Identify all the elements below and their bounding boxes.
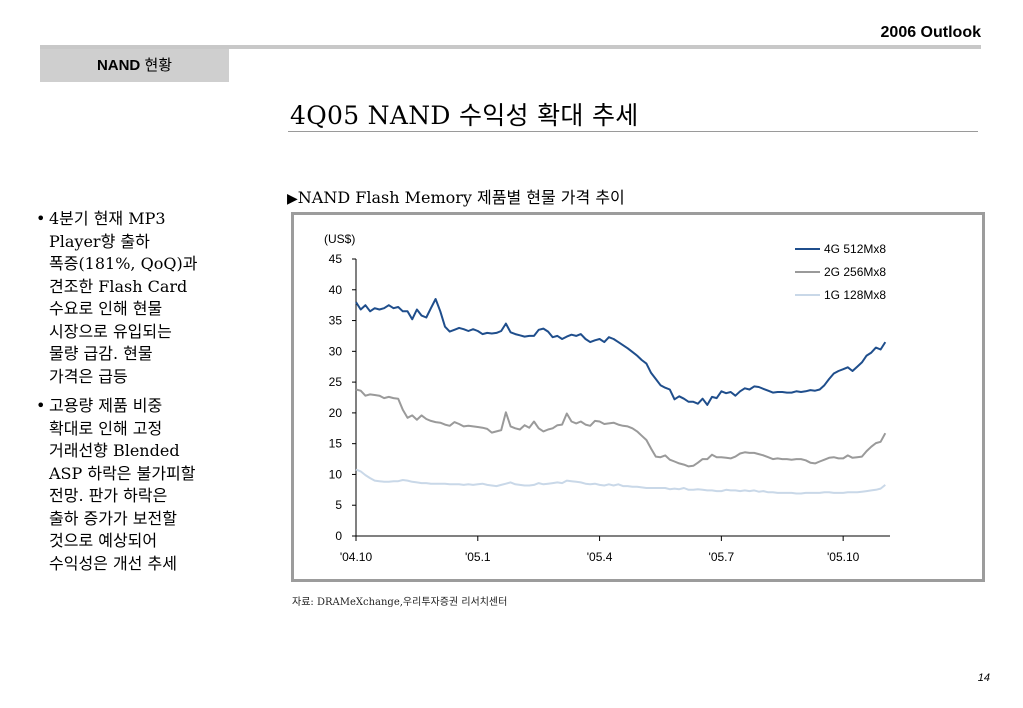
slide-title: 4Q05 NAND 수익성 확대 추세	[290, 101, 639, 130]
x-tick-label: '04.10	[340, 550, 373, 564]
bullet-text: 고용량 제품 비중 확대로 인해 고정 거래선향 Blended ASP 하락은…	[49, 395, 196, 575]
series-line	[355, 468, 886, 495]
bullet-line: ASP 하락은 불가피할	[49, 463, 196, 483]
bullet-line: 거래선향 Blended	[49, 441, 180, 460]
x-tick-label: '05.4	[587, 550, 613, 564]
legend-entry: 1G 128Mx8	[824, 288, 886, 302]
document-header-title: 2006 Outlook	[880, 24, 981, 41]
page-number: 14	[977, 672, 990, 684]
bullet-line: 전망. 판가 하락은	[49, 486, 168, 505]
y-tick-label: 20	[329, 406, 343, 420]
price-line-chart: (US$) 0 5 10 15 20 25 30 35 40 45 '04.10 '05.1 '05.4 '…	[324, 232, 890, 564]
y-tick-label: 25	[329, 375, 343, 389]
y-tick-label: 40	[329, 283, 343, 297]
bullet-line: 시장으로 유입되는	[49, 321, 172, 341]
series-line	[355, 298, 887, 406]
y-tick-label: 45	[329, 252, 343, 266]
bullet-line: 가격은 급등	[49, 366, 128, 386]
series-line	[355, 388, 887, 468]
bullet-line: 물량 급감. 현물	[49, 344, 153, 363]
bullet-line: 폭증(181%, QoQ)과	[49, 254, 198, 273]
legend-entry: 2G 256Mx8	[824, 265, 886, 279]
bullet-text: 4분기 현재 MP3 Player향 출하 폭증(181%, QoQ)과 견조한…	[49, 208, 197, 388]
bullet-item: • 4분기 현재 MP3 Player향 출하 폭증(181%, QoQ)과 견…	[36, 208, 246, 388]
bullet-line: 4분기 현재 MP3	[49, 209, 166, 228]
chart-heading-text: NAND Flash Memory 제품별 현물 가격 추이	[297, 188, 625, 207]
section-tab-rest: 현황	[140, 57, 173, 74]
bullet-line: 고용량 제품 비중	[49, 396, 163, 415]
section-tab-bold: NAND	[96, 57, 141, 74]
bullet-line: 수요로 인해 현물	[49, 299, 163, 318]
y-tick-label: 35	[329, 314, 343, 328]
source-note: 자료: DRAMeXchange,우리투자증권 리서치센터	[292, 597, 508, 608]
chart-heading: ▶NAND Flash Memory 제품별 현물 가격 추이	[287, 184, 625, 208]
y-tick-label: 10	[329, 467, 343, 481]
y-tick-label: 5	[335, 498, 342, 512]
bullet-line: 출하 증가가 보전할	[49, 508, 177, 528]
triangle-right-icon: ▶	[287, 191, 298, 207]
section-tab: NAND 현황	[40, 49, 229, 82]
bullet-item: • 고용량 제품 비중 확대로 인해 고정 거래선향 Blended ASP 하…	[36, 395, 246, 575]
header-rule	[40, 45, 981, 49]
bullet-dot: •	[36, 209, 46, 228]
bullet-line: 것으로 예상되어	[49, 531, 158, 550]
bullet-dot: •	[36, 396, 46, 415]
y-axis-unit-label: (US$)	[324, 232, 355, 246]
y-tick-label: 15	[329, 437, 343, 451]
y-tick-label: 0	[335, 529, 342, 543]
bullet-list: • 4분기 현재 MP3 Player향 출하 폭증(181%, QoQ)과 견…	[36, 208, 246, 582]
title-rule	[288, 131, 978, 132]
x-tick-label: '05.7	[709, 550, 735, 564]
bullet-line: 수익성은 개선 추세	[49, 553, 177, 573]
chart-frame: (US$) 0 5 10 15 20 25 30 35 40 45 '04.10 '05.1 '05.4 '…	[291, 212, 985, 582]
x-tick-label: '05.1	[465, 550, 491, 564]
bullet-line: 견조한 Flash Card	[49, 276, 188, 296]
y-tick-label: 30	[329, 344, 343, 358]
bullet-line: Player향 출하	[49, 231, 150, 251]
x-tick-label: '05.10	[827, 550, 860, 564]
bullet-line: 확대로 인해 고정	[49, 418, 163, 438]
legend-entry: 4G 512Mx8	[824, 242, 886, 256]
